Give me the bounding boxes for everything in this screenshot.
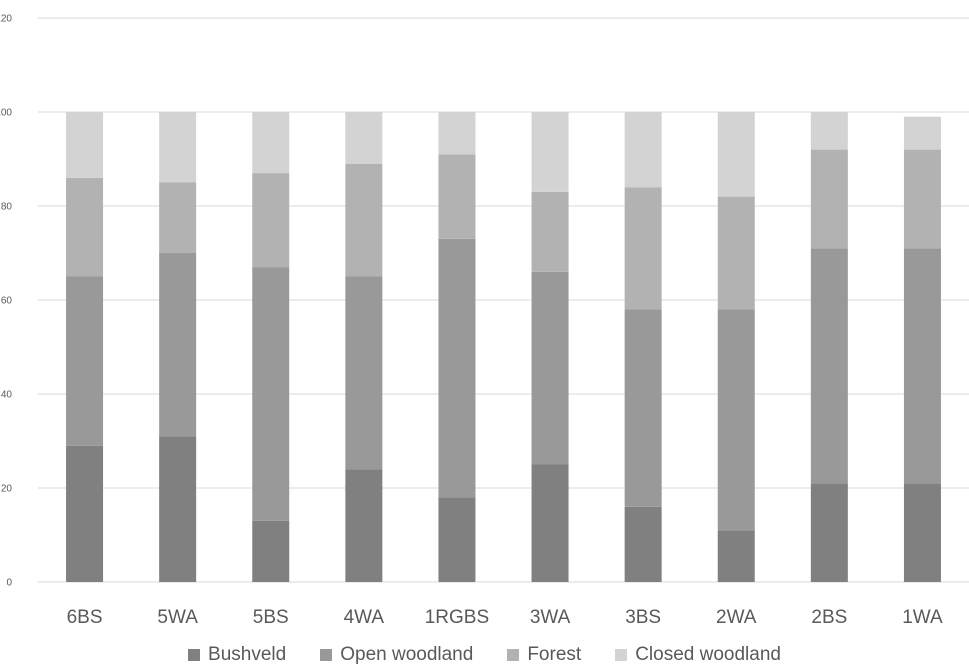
bar-segment-bushveld xyxy=(159,436,197,582)
bar-segment-bushveld xyxy=(438,497,476,582)
legend-item-forest: Forest xyxy=(507,644,581,666)
bar-segment-open-woodland xyxy=(345,276,383,470)
x-tick-label: 2WA xyxy=(716,607,757,628)
legend-item-bushveld: Bushveld xyxy=(188,644,286,666)
x-tick-label: 3WA xyxy=(530,607,571,628)
bar-segment-open-woodland xyxy=(810,248,848,484)
x-tick-label: 6BS xyxy=(67,607,103,628)
bar-segment-open-woodland xyxy=(159,253,197,437)
x-tick-label: 5BS xyxy=(253,607,289,628)
bar-segment-closed-woodland xyxy=(903,116,941,150)
bar-segment-open-woodland xyxy=(252,267,290,521)
x-tick-label: 1WA xyxy=(902,607,943,628)
x-tick-label: 3BS xyxy=(625,607,661,628)
x-tick-label: 4WA xyxy=(344,607,385,628)
bar-segment-bushveld xyxy=(252,520,290,582)
y-tick-label: 100 xyxy=(0,108,12,119)
bar-segment-closed-woodland xyxy=(66,112,104,178)
legend-label-bushveld: Bushveld xyxy=(208,644,287,665)
bar-segment-forest xyxy=(252,173,290,268)
legend-label-closed-woodland: Closed woodland xyxy=(635,644,781,665)
legend-label-open-woodland: Open woodland xyxy=(340,644,474,665)
bar-segment-closed-woodland xyxy=(810,112,848,150)
bar-segment-closed-woodland xyxy=(438,112,476,155)
bar-segment-open-woodland xyxy=(438,238,476,498)
y-tick-label: 0 xyxy=(6,578,12,589)
bar-segment-forest xyxy=(903,149,941,249)
legend-swatch-forest xyxy=(507,649,520,661)
bar-segment-closed-woodland xyxy=(624,112,662,188)
legend-item-closed-woodland: Closed woodland xyxy=(615,644,781,666)
bar-segment-bushveld xyxy=(531,464,569,582)
legend-swatch-open-woodland xyxy=(320,649,333,661)
bar-segment-bushveld xyxy=(810,483,848,582)
y-tick-label: 120 xyxy=(0,14,12,25)
bar-segment-forest xyxy=(66,177,104,277)
bar-segment-forest xyxy=(531,191,569,272)
bar-segment-open-woodland xyxy=(66,276,104,446)
bar-segment-bushveld xyxy=(345,469,383,582)
bar-segment-bushveld xyxy=(903,483,941,582)
legend-label-forest: Forest xyxy=(527,644,582,665)
x-tick-label: 2BS xyxy=(811,607,847,628)
legend-item-open-woodland: Open woodland xyxy=(320,644,473,666)
bar-segment-bushveld xyxy=(66,445,104,582)
y-tick-label: 40 xyxy=(1,390,13,401)
y-tick-label: 60 xyxy=(1,296,13,307)
bar-segment-closed-woodland xyxy=(717,112,755,197)
bar-segment-open-woodland xyxy=(903,248,941,484)
y-axis-tick-labels: 0 20 40 60 80 100 120 xyxy=(0,14,12,589)
y-tick-label: 80 xyxy=(1,202,13,213)
legend-swatch-bushveld xyxy=(188,649,201,661)
legend-swatch-closed-woodland xyxy=(615,649,628,661)
x-tick-label: 5WA xyxy=(157,607,198,628)
bar-segment-closed-woodland xyxy=(345,112,383,164)
bars xyxy=(66,112,941,582)
x-tick-label: 1RGBS xyxy=(425,607,489,628)
bar-segment-open-woodland xyxy=(531,271,569,465)
bar-segment-forest xyxy=(345,163,383,277)
bar-segment-forest xyxy=(438,154,476,239)
bar-segment-forest xyxy=(159,182,197,253)
bar-segment-open-woodland xyxy=(717,309,755,531)
bar-segment-forest xyxy=(810,149,848,249)
legend: Bushveld Open woodland Forest Closed woo… xyxy=(0,642,969,668)
x-axis-tick-labels: 6BS 5WA 5BS 4WA 1RGBS 3WA 3BS 2WA 2BS 1WA xyxy=(67,607,943,628)
bar-segment-closed-woodland xyxy=(252,112,290,174)
bar-segment-closed-woodland xyxy=(159,112,197,183)
bar-segment-closed-woodland xyxy=(531,112,569,192)
y-tick-label: 20 xyxy=(1,484,13,495)
bar-segment-forest xyxy=(624,187,662,310)
bar-segment-forest xyxy=(717,196,755,310)
bar-segment-open-woodland xyxy=(624,309,662,507)
bar-segment-bushveld xyxy=(624,506,662,582)
bar-segment-bushveld xyxy=(717,530,755,582)
